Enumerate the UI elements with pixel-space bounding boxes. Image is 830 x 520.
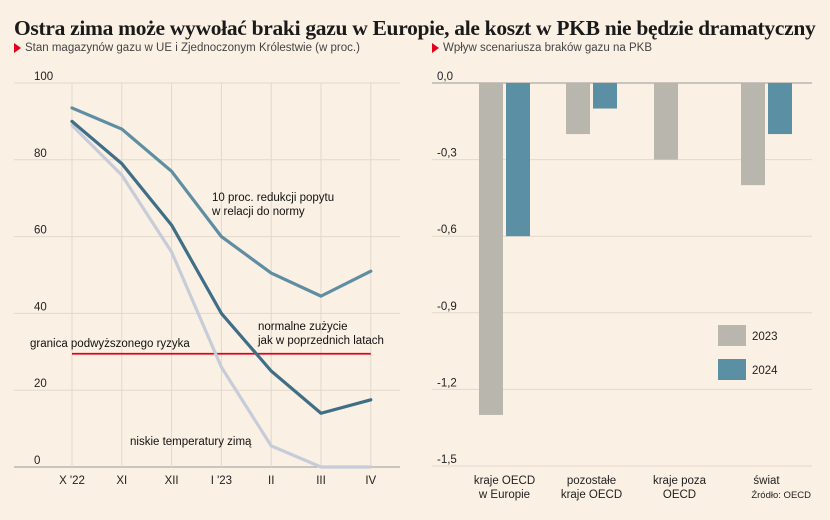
y-tick-label: 0,0 bbox=[437, 71, 453, 83]
bar-2024 bbox=[768, 83, 792, 135]
y-tick-label: -1,5 bbox=[437, 454, 457, 466]
annotation-risk-threshold: granica podwyższonego ryzyka bbox=[30, 338, 190, 350]
x-category-label: kraje OECD bbox=[474, 475, 535, 487]
red-triangle-icon bbox=[14, 43, 21, 53]
x-tick-label: IV bbox=[365, 475, 376, 487]
annotation-normal-usage: normalne zużycie bbox=[258, 321, 347, 333]
bar-2024 bbox=[593, 83, 617, 109]
x-tick-label: I '23 bbox=[211, 475, 232, 487]
legend-label: 2024 bbox=[752, 365, 778, 377]
bar-2023 bbox=[654, 83, 678, 160]
right-subtitle-text: Wpływ scenariusza braków gazu na PKB bbox=[443, 42, 653, 54]
legend-label: 2023 bbox=[752, 331, 778, 343]
y-tick-label: 60 bbox=[34, 225, 47, 237]
source-note: Źródło: OECD bbox=[751, 490, 811, 501]
x-tick-label: III bbox=[316, 475, 326, 487]
x-category-label: w Europie bbox=[478, 489, 530, 501]
x-category-label: OECD bbox=[663, 489, 696, 501]
bar-2023 bbox=[741, 83, 765, 186]
chart-title: Ostra zima może wywołać braki gazu w Eur… bbox=[14, 16, 816, 40]
y-tick-label: -0,6 bbox=[437, 224, 457, 236]
left-chart-subtitle: Stan magazynów gazu w UE i Zjednoczonym … bbox=[14, 42, 360, 54]
y-tick-label: 0 bbox=[34, 455, 40, 467]
y-tick-label: -0,3 bbox=[437, 148, 457, 160]
y-tick-label: 100 bbox=[34, 71, 53, 83]
series-line-normal bbox=[70, 119, 373, 415]
x-tick-label: X '22 bbox=[59, 475, 85, 487]
y-tick-label: 40 bbox=[34, 301, 47, 313]
bar-2023 bbox=[479, 83, 503, 415]
annotation-normal-usage: jak w poprzednich latach bbox=[257, 335, 384, 347]
y-tick-label: 20 bbox=[34, 378, 47, 390]
x-category-label: świat bbox=[753, 475, 780, 487]
annotation-cold-winter: niskie temperatury zimą bbox=[130, 436, 252, 448]
bar-2024 bbox=[506, 83, 530, 237]
legend-swatch bbox=[718, 325, 746, 346]
x-category-label: kraje poza bbox=[653, 475, 707, 487]
red-triangle-icon bbox=[432, 43, 439, 53]
series-line-cold bbox=[70, 123, 373, 469]
x-tick-label: XII bbox=[165, 475, 179, 487]
series-line-demand_cut bbox=[70, 106, 373, 298]
annotation-demand-cut: w relacji do normy bbox=[211, 206, 305, 218]
gdp-impact-bar-chart: 0,0 -0,3 -0,6 -0,9 -1,2 -1,5 kraje OECD w Europ… bbox=[432, 71, 812, 501]
x-tick-label: XI bbox=[116, 475, 127, 487]
x-category-label: pozostałe bbox=[567, 475, 616, 487]
bar-2023 bbox=[566, 83, 590, 135]
y-tick-label: -1,2 bbox=[437, 377, 457, 389]
right-chart-subtitle: Wpływ scenariusza braków gazu na PKB bbox=[432, 42, 652, 54]
legend-swatch bbox=[718, 359, 746, 380]
x-category-label: kraje OECD bbox=[561, 489, 622, 501]
x-tick-label: II bbox=[268, 475, 274, 487]
annotation-demand-cut: 10 proc. redukcji popytu bbox=[212, 192, 334, 204]
y-tick-label: 80 bbox=[34, 148, 47, 160]
left-subtitle-text: Stan magazynów gazu w UE i Zjednoczonym … bbox=[25, 42, 360, 54]
y-tick-label: -0,9 bbox=[437, 301, 457, 313]
